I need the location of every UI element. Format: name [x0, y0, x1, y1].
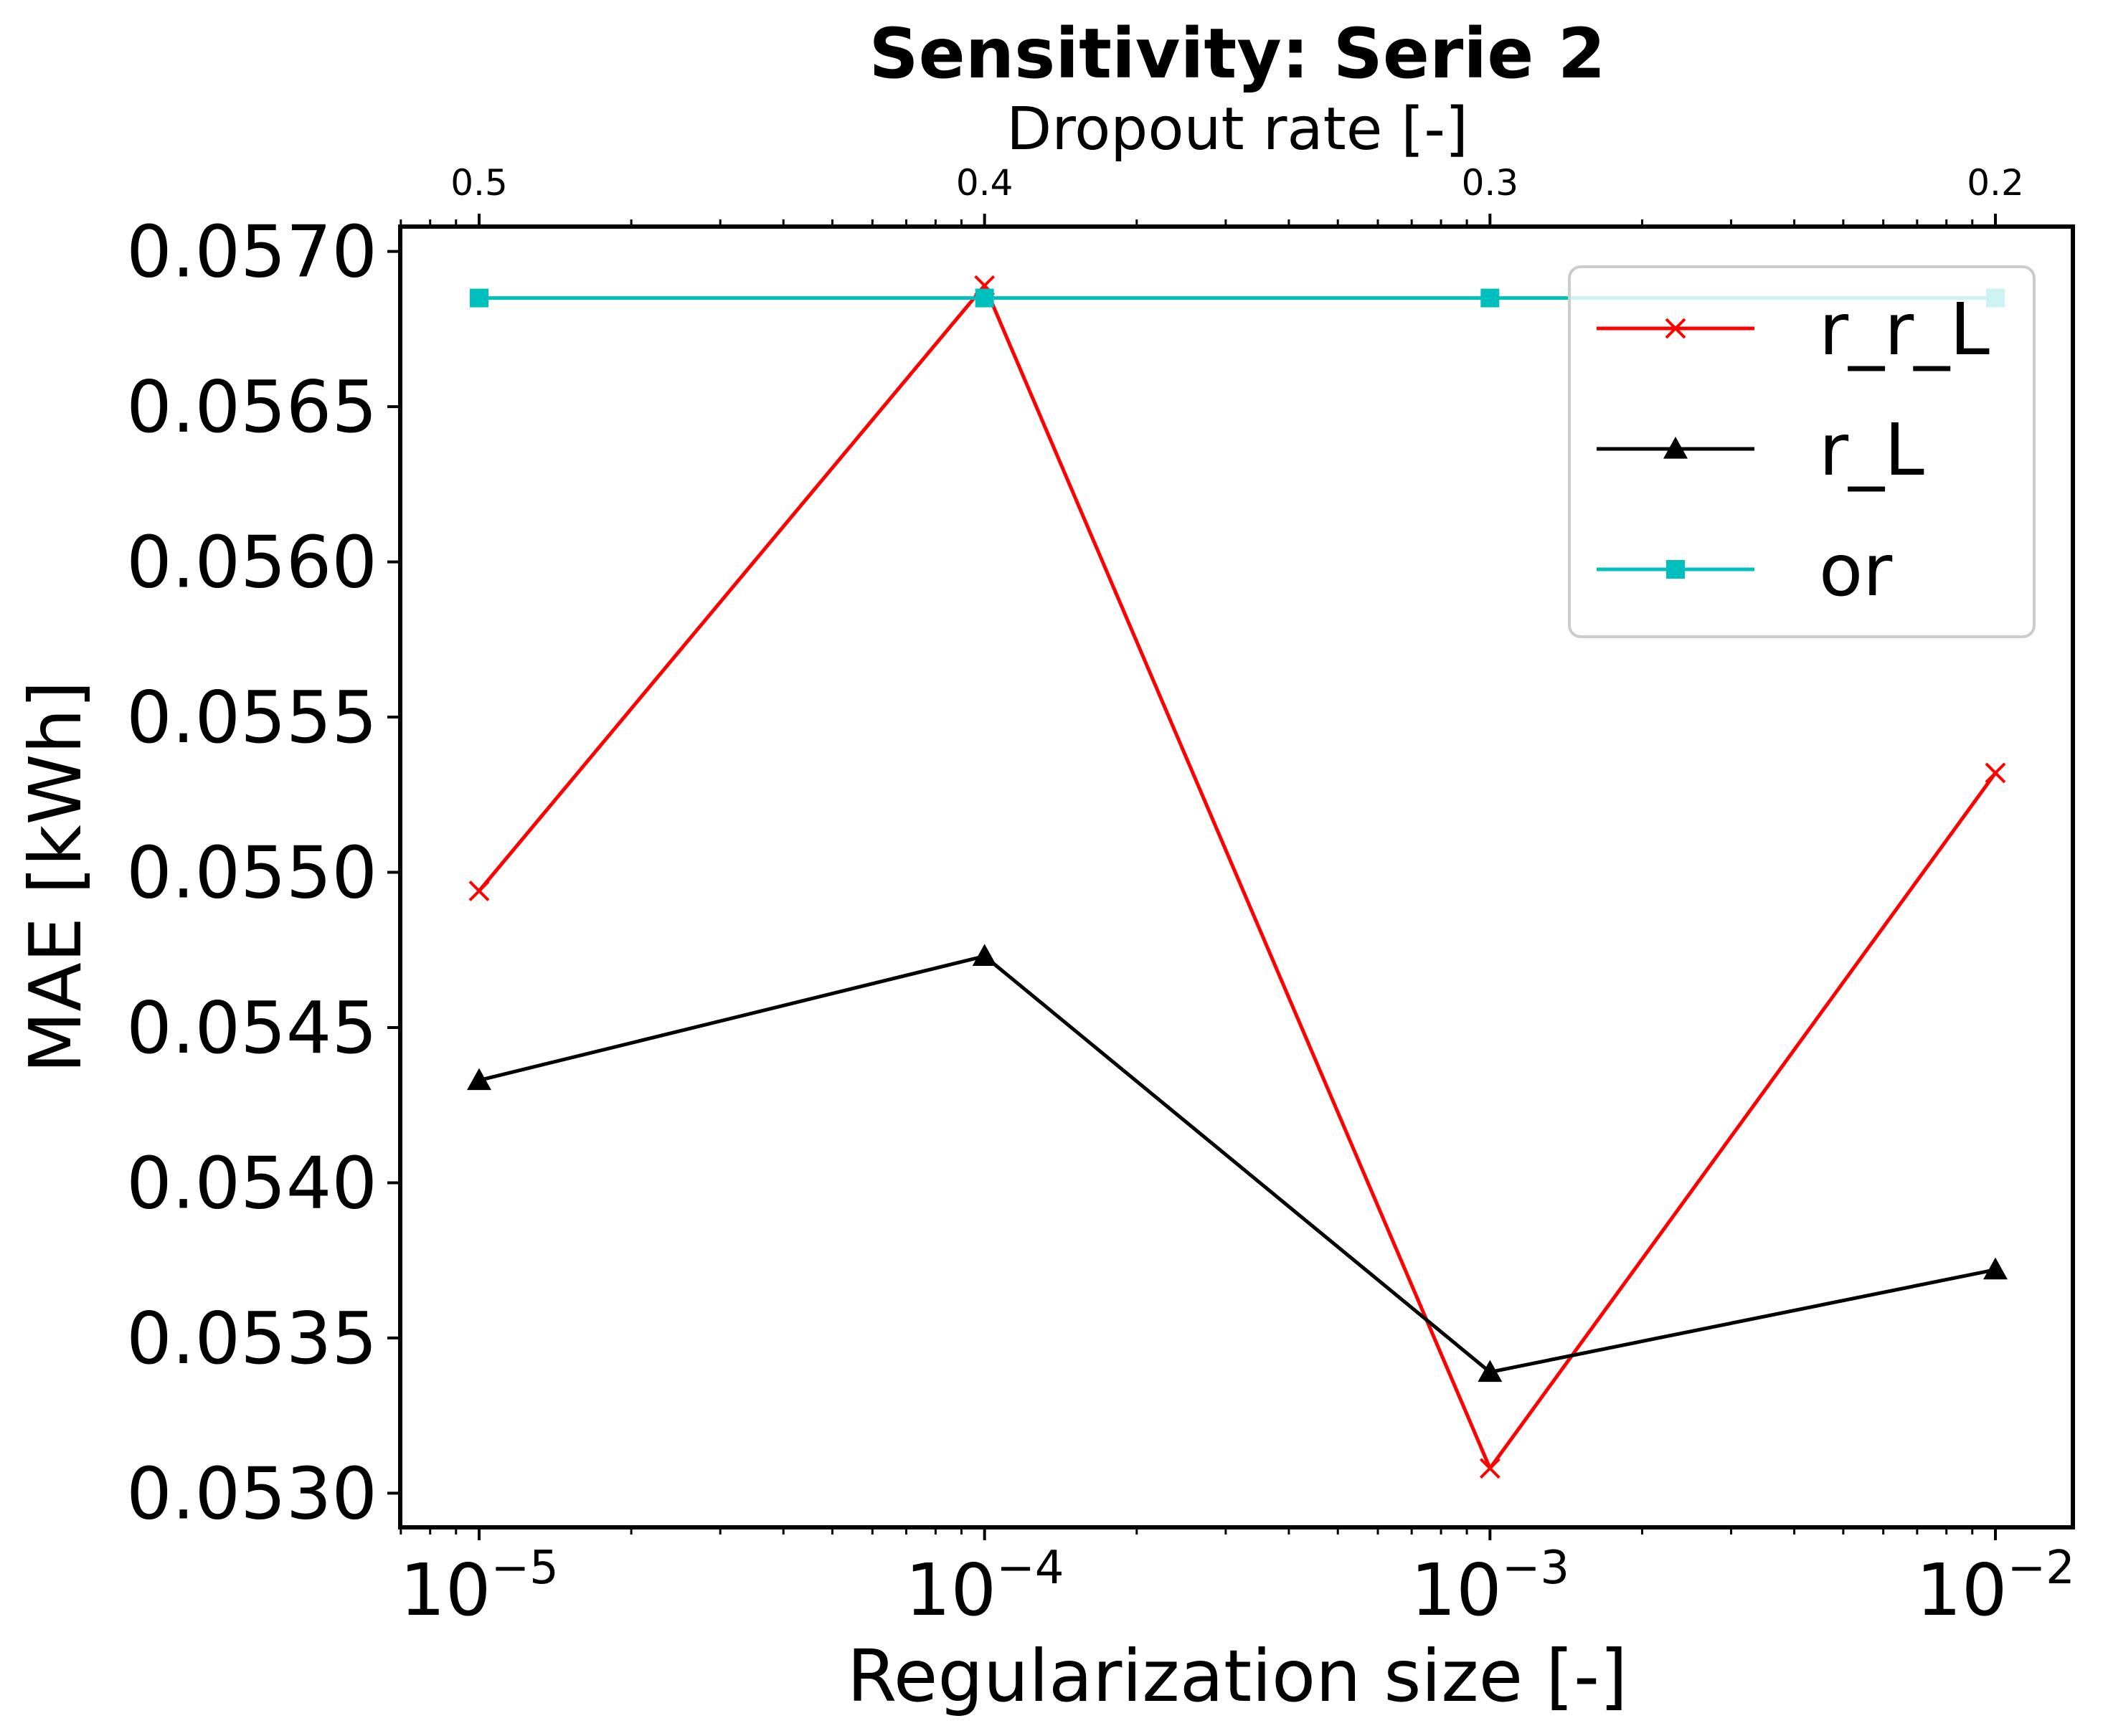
- series-line-r_L: [478, 954, 1996, 1375]
- y-tick-label: 0.0545: [126, 986, 377, 1070]
- legend-label: or: [1819, 528, 1893, 612]
- chart-title: Sensitivity: Serie 2: [869, 14, 1605, 94]
- y-tick-label: 0.0555: [126, 675, 377, 759]
- x-tick-label: 10−4: [905, 1542, 1064, 1632]
- y-tick-label: 0.0565: [126, 365, 377, 449]
- triangle-marker: [1478, 1360, 1503, 1382]
- legend-label: r_r_L: [1819, 288, 1990, 371]
- y-tick-label: 0.0540: [126, 1141, 377, 1225]
- legend: r_r_L r_Lor: [1568, 265, 2036, 638]
- top-tick-label: 0.2: [1967, 162, 2024, 204]
- x-axis-label: Regularization size [-]: [847, 1634, 1627, 1718]
- y-axis: 0.0530 0.0535 0.0540 0.0545 0.0550 0.0555 0.05…: [126, 210, 400, 1535]
- top-tick-label: 0.3: [1462, 162, 1519, 204]
- square-marker: [975, 288, 994, 308]
- triangle-marker: [467, 1068, 491, 1091]
- y-tick-label: 0.0560: [126, 521, 377, 604]
- x-marker: [468, 881, 490, 901]
- x-tick-label: 10−3: [1411, 1542, 1570, 1632]
- y-tick-label: 0.0535: [126, 1296, 377, 1380]
- x-marker: [1985, 762, 2006, 784]
- series-line-r_r_L: [478, 283, 1998, 1471]
- triangle-marker: [1983, 1257, 2008, 1280]
- x-tick-label: 10−2: [1916, 1542, 2075, 1632]
- y-axis-label: MAE [kWh]: [14, 680, 98, 1073]
- triangle-marker: [972, 944, 997, 966]
- x-marker: [1665, 318, 1686, 339]
- legend-box: [1568, 265, 2036, 638]
- x-marker: [1479, 1458, 1501, 1479]
- square-marker: [1480, 288, 1500, 308]
- plot-frame: [398, 224, 2075, 1529]
- legend-label: r_L: [1819, 408, 1924, 492]
- y-tick-label: 0.0550: [126, 831, 377, 915]
- top-axis-label: Dropout rate [-]: [1006, 95, 1468, 163]
- x-axis: 10−5 10−4 10−3 10−2: [400, 1527, 2075, 1632]
- top-axis-ticks: 0.5 0.4 0.3 0.2: [450, 162, 2024, 227]
- square-marker: [470, 288, 488, 308]
- top-tick-label: 0.5: [450, 162, 508, 204]
- y-tick-label: 0.0570: [126, 210, 377, 294]
- x-tick-label: 10−5: [400, 1542, 559, 1632]
- top-tick-label: 0.4: [956, 162, 1013, 204]
- triangle-marker: [1663, 437, 1688, 459]
- square-marker: [1666, 560, 1685, 579]
- y-tick-label: 0.0530: [126, 1451, 377, 1535]
